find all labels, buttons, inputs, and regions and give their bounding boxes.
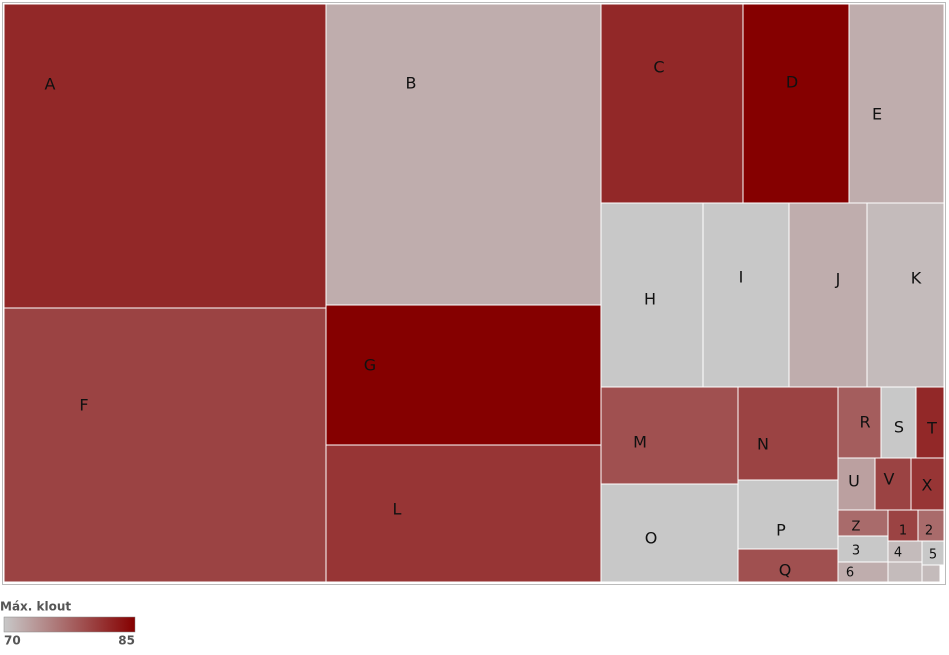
treemap-cell [837,535,889,563]
cell-label: X [922,476,933,495]
treemap-cell [887,509,919,542]
treemap-cell [921,564,941,583]
cell-label: U [848,472,860,491]
treemap-cell [737,386,839,481]
cell-label: B [406,74,417,93]
cell-label: T [926,419,937,438]
treemap-cell [737,479,839,550]
cell-label: V [884,470,895,489]
cell-label: M [633,433,647,452]
cell-label: 3 [852,544,860,559]
treemap-cell [325,3,602,306]
treemap-cell [915,386,945,459]
cell-label: 6 [846,566,854,581]
treemap-cell [600,386,739,485]
treemap-cell [702,202,790,388]
cell-label: J [835,270,841,289]
legend-title: Máx. klout [0,600,71,614]
cell-label: G [364,356,376,375]
cell-label: 4 [894,546,902,561]
legend-tick-label: 85 [118,634,135,648]
cell-label: N [757,435,769,454]
legend-gradient [3,616,136,633]
cell-label: R [859,413,870,432]
cell-label: C [653,58,664,77]
cell-label: H [644,290,656,309]
cell-label: F [79,396,88,415]
cell-label: 5 [929,548,937,563]
cell-label: A [45,75,56,94]
cell-label: 1 [899,524,907,539]
cell-label: K [911,269,922,288]
cell-label: P [776,521,786,540]
treemap-cell [600,3,744,204]
cell-label: L [393,500,402,519]
treemap-cell [325,304,602,446]
cell-label: Z [852,520,861,535]
treemap-cell [737,548,839,583]
treemap-cell [3,3,327,309]
treemap-cell [600,202,704,388]
legend-tick-label: 70 [4,634,21,648]
cell-label: O [645,529,658,548]
treemap-cell [917,509,945,542]
cell-label: E [872,105,882,124]
treemap-cell [866,202,945,388]
cell-label: D [786,73,798,92]
treemap-cell [600,483,739,583]
treemap-cell [848,3,945,204]
treemap-cell [742,3,850,204]
cell-label: I [739,268,744,287]
treemap-cell [325,444,602,583]
treemap-cell [837,509,889,537]
treemap-cell [788,202,868,388]
cell-label: Q [779,561,792,580]
treemap-cell [887,561,923,583]
treemap-cell [874,457,912,511]
cell-label: 2 [925,524,933,539]
treemap-cell [3,307,327,583]
cell-label: S [894,418,904,437]
